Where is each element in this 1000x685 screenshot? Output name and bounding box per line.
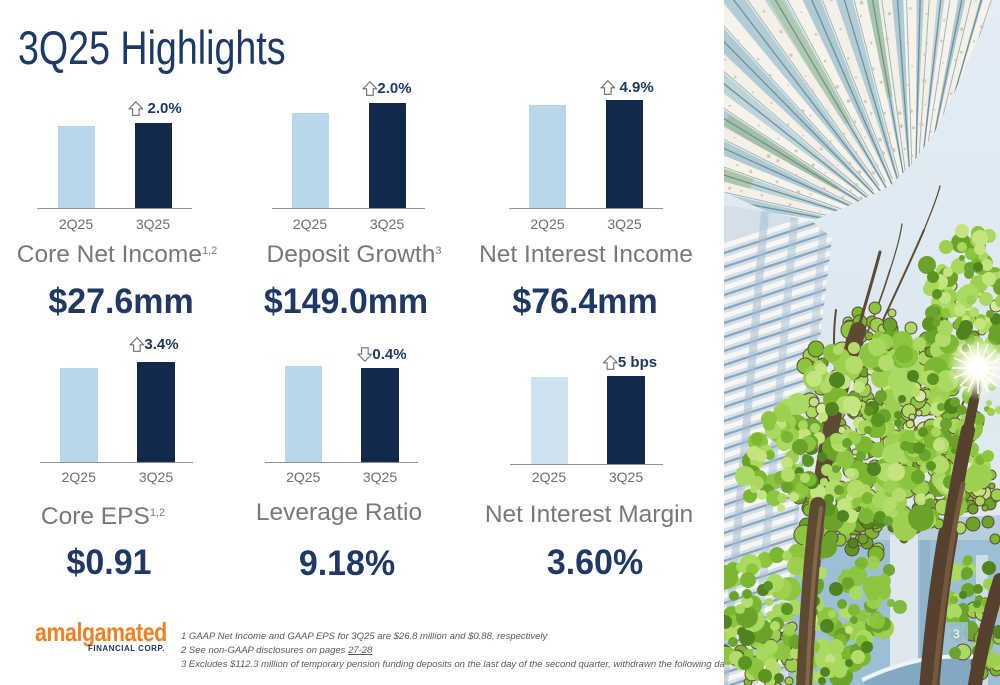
svg-text:3: 3 <box>953 627 960 641</box>
